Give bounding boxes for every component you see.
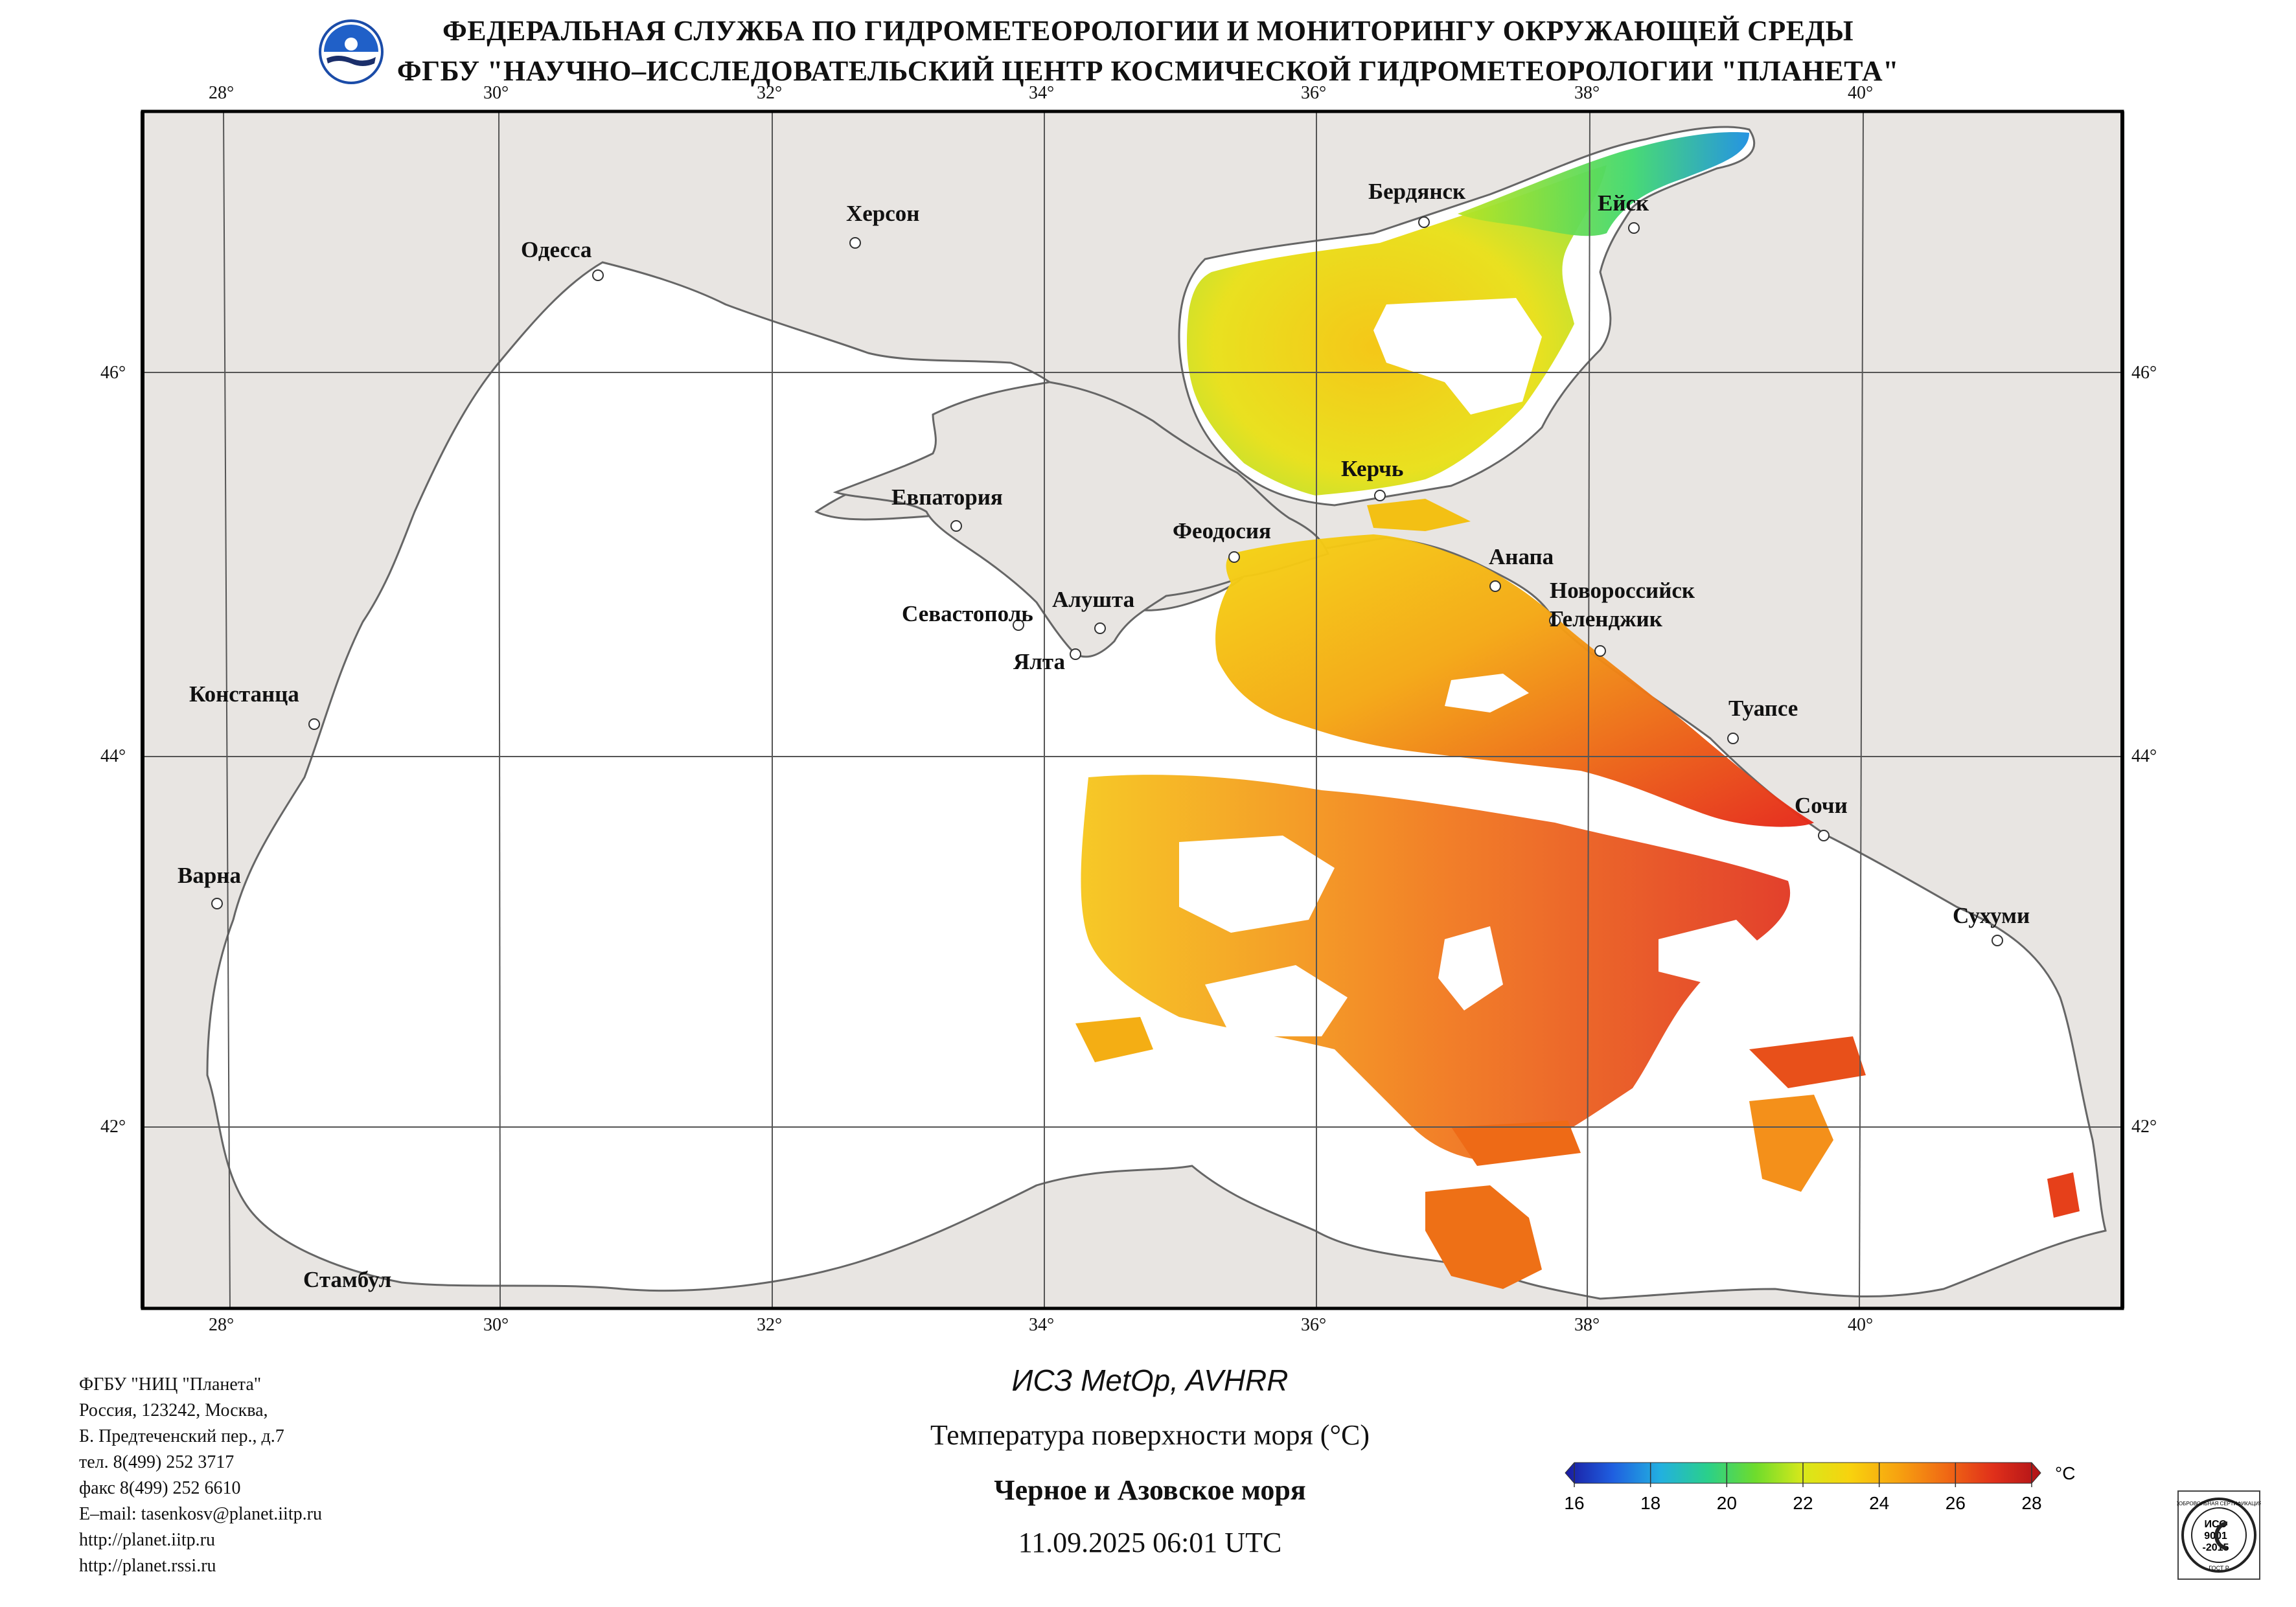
iso-ring-bottom: ГОСТ Р: [2209, 1565, 2229, 1571]
sst-west-patch: [1075, 1017, 1153, 1062]
phone: тел. 8(499) 252 3717: [79, 1452, 235, 1472]
colorbar-tick-label: 16: [1564, 1493, 1584, 1513]
cloud-gap-3: [1438, 926, 1503, 1010]
cloud-gap-2: [1205, 965, 1348, 1036]
cloud-gap-4: [1659, 920, 1762, 985]
colorbar-tick-label: 28: [2021, 1493, 2041, 1513]
sst-northeast-cloud: [1445, 674, 1529, 712]
contact-info: ФГБУ "НИЦ "Планета" Россия, 123242, Моск…: [79, 1372, 322, 1579]
colorbar-tick-label: 20: [1717, 1493, 1737, 1513]
cloud-gap-1: [1179, 836, 1335, 933]
parameter-caption: Температура поверхности моря (°C): [930, 1419, 1370, 1451]
address-line-2: Б. Предтеченский пер., д.7: [79, 1426, 284, 1446]
sst-south-3: [1451, 1121, 1581, 1166]
website-2: http://planet.rssi.ru: [79, 1556, 216, 1576]
datetime-caption: 11.09.2025 06:01 UTC: [1018, 1527, 1282, 1558]
fax: факс 8(499) 252 6610: [79, 1478, 241, 1498]
website-1: http://planet.iitp.ru: [79, 1530, 215, 1550]
region-caption: Черное и Азовское моря: [994, 1474, 1306, 1506]
sst-strait: [1367, 499, 1471, 531]
colorbar-ticks: 16 18 20 22 24 26 28: [1564, 1463, 2042, 1513]
azov-cloud-gap: [1373, 298, 1542, 415]
header-line-2: ФГБУ "НАУЧНО–ИССЛЕДОВАТЕЛЬСКИЙ ЦЕНТР КОС…: [396, 55, 1900, 87]
address-line-1: Россия, 123242, Москва,: [79, 1400, 268, 1420]
email: E–mail: tasenkosv@planet.iitp.ru: [79, 1504, 322, 1524]
city-markers: [211, 216, 2003, 946]
iso-certification-badge: ДОБРОВОЛЬНАЯ СЕРТИФИКАЦИЯ ИСО 9001 -2015…: [2177, 1490, 2261, 1580]
frame-ticks: [141, 111, 2124, 1308]
graticule: [143, 111, 2122, 1309]
sst-south-2: [1749, 1095, 1833, 1192]
colorbar-unit: °C: [2055, 1463, 2075, 1483]
crimea: [832, 381, 1330, 658]
org-name: ФГБУ "НИЦ "Планета": [79, 1374, 262, 1395]
sst-south-1: [1425, 1185, 1542, 1289]
colorbar-tick-label: 24: [1869, 1493, 1889, 1513]
colorbar: 16 18 20 22 24 26 28 °C: [1564, 1462, 2075, 1513]
header-line-1: ФЕДЕРАЛЬНАЯ СЛУЖБА ПО ГИДРОМЕТЕОРОЛОГИИ …: [442, 15, 1854, 47]
roshydromet-logo-icon: [319, 19, 384, 84]
colorbar-tick-label: 22: [1793, 1493, 1813, 1513]
sst-northeast: [1215, 534, 1814, 827]
satellite-caption: ИСЗ MetOp, AVHRR: [1011, 1363, 1289, 1397]
sst-azov-north: [1458, 132, 1749, 236]
colorbar-tick-label: 18: [1640, 1493, 1660, 1513]
iso-ring-top: ДОБРОВОЛЬНАЯ СЕРТИФИКАЦИЯ: [2177, 1501, 2261, 1507]
sst-coast-patch: [2047, 1172, 2080, 1218]
colorbar-tick-label: 26: [1946, 1493, 1966, 1513]
sst-east-1: [1749, 1036, 1866, 1088]
